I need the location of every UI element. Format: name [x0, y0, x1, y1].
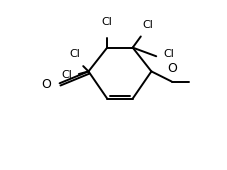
Text: Cl: Cl: [69, 49, 80, 59]
Text: Cl: Cl: [142, 21, 153, 30]
Text: Cl: Cl: [61, 70, 72, 80]
Text: O: O: [41, 79, 51, 91]
Text: O: O: [166, 62, 176, 75]
Text: Cl: Cl: [101, 17, 112, 27]
Text: Cl: Cl: [162, 49, 173, 59]
